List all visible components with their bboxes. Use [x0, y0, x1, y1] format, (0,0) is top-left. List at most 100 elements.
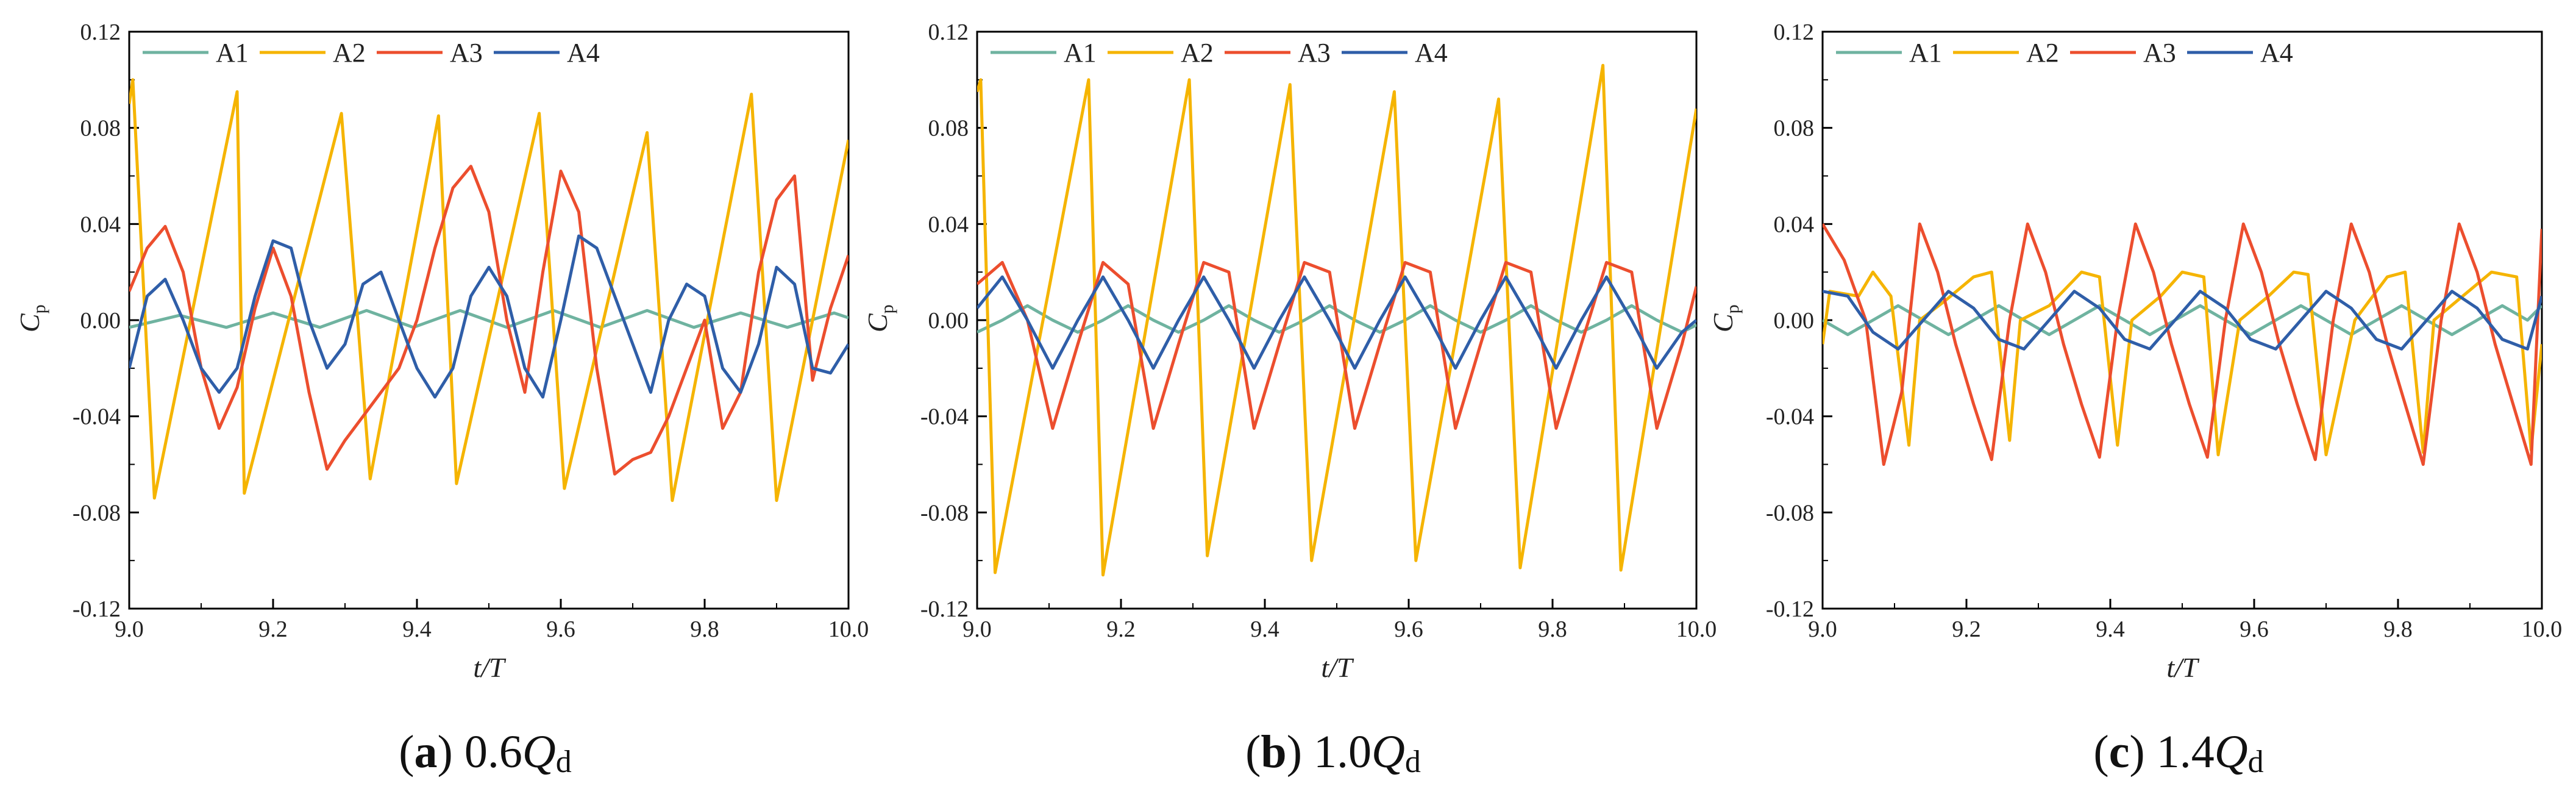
x-tick-label: 9.6 — [546, 617, 575, 642]
legend: A1 A2 A3 A4 — [143, 38, 600, 68]
y-tick-label: 0.00 — [80, 308, 121, 334]
panel-b: 9.0 9.2 9.4 9.6 9.8 10.0 0.12 0.08 0.04 0.00 -0.04… — [862, 20, 1717, 779]
legend-label-a4: A4 — [1415, 38, 1448, 68]
x-tick-label: 10.0 — [1676, 617, 1717, 642]
x-tick-label: 9.4 — [1250, 617, 1279, 642]
x-tick-label: 9.4 — [402, 617, 432, 642]
x-tick-label: 9.2 — [1952, 617, 1981, 642]
y-tick-label: 0.12 — [928, 20, 969, 45]
caption-symbol: Q — [1372, 726, 1405, 778]
series-line-a2 — [1823, 270, 2542, 457]
y-tick-label: 0.08 — [1774, 116, 1815, 141]
legend-label-a3: A3 — [450, 38, 483, 68]
y-axis-title-main: C — [1707, 313, 1738, 332]
legend-label-a2: A2 — [333, 38, 366, 68]
series-line-a4 — [977, 275, 1696, 370]
y-tick-label: -0.12 — [1766, 596, 1814, 622]
y-axis-title: Cp — [862, 304, 897, 332]
caption-value: 0.6 — [464, 726, 522, 778]
y-axis-title-main: C — [862, 313, 893, 332]
legend-label-a1: A1 — [216, 38, 249, 68]
y-tick-label: 0.12 — [1774, 20, 1815, 45]
caption-subscript: d — [556, 745, 572, 779]
x-tick-label: 10.0 — [2522, 617, 2563, 642]
x-tick-label: 9.8 — [1538, 617, 1567, 642]
legend-label-a4: A4 — [2260, 38, 2293, 68]
series-line-a3 — [1823, 222, 2542, 466]
caption-symbol: Q — [522, 726, 556, 778]
y-tick-label: -0.04 — [920, 404, 969, 430]
x-tick-label: 9.8 — [690, 617, 719, 642]
y-tick-label: 0.08 — [928, 116, 969, 141]
x-tick-label: 9.2 — [1106, 617, 1136, 642]
x-axis-title: t/T — [1321, 652, 1354, 683]
caption-subscript: d — [1405, 745, 1421, 779]
legend-label-a2: A2 — [1181, 38, 1214, 68]
y-axis-title-sub: p — [877, 304, 897, 313]
series-line-a2 — [129, 78, 849, 503]
x-axis-title: t/T — [2166, 652, 2200, 683]
x-tick-label: 10.0 — [828, 617, 869, 642]
series-line-a1 — [1823, 304, 2542, 337]
series-line-a1 — [129, 309, 849, 329]
series-line-a3 — [129, 165, 849, 476]
series-group — [1823, 222, 2542, 466]
y-axis-title: Cp — [14, 304, 49, 332]
y-tick-label: -0.08 — [73, 500, 121, 526]
x-tick-label: 9.6 — [2240, 617, 2269, 642]
series-group — [129, 78, 849, 503]
y-tick-label: 0.04 — [1774, 212, 1815, 237]
caption-open-paren: ( — [399, 726, 414, 778]
caption-value: 1.4 — [2157, 726, 2215, 778]
x-tick-label: 9.0 — [115, 617, 144, 642]
y-tick-label: -0.04 — [1766, 404, 1814, 430]
y-axis-title-main: C — [14, 313, 45, 332]
series-line-a4 — [129, 234, 849, 399]
panel-caption: (c) 1.4Qd — [2093, 726, 2263, 779]
x-tick-label: 9.4 — [2096, 617, 2125, 642]
panel-caption: (a) 0.6Qd — [399, 726, 572, 779]
legend-label-a3: A3 — [1298, 38, 1331, 68]
x-tick-label: 9.2 — [258, 617, 288, 642]
x-tick-label: 9.8 — [2383, 617, 2413, 642]
caption-open-paren: ( — [1245, 726, 1261, 778]
legend-label-a1: A1 — [1064, 38, 1097, 68]
y-tick-label: 0.04 — [928, 212, 969, 237]
series-line-a2 — [977, 63, 1696, 577]
legend: A1 A2 A3 A4 — [1836, 38, 2293, 68]
legend-label-a2: A2 — [2026, 38, 2059, 68]
y-tick-label: 0.12 — [80, 20, 121, 45]
panel-c: 9.0 9.2 9.4 9.6 9.8 10.0 0.12 0.08 0.04 0.00 -0.04… — [1707, 20, 2562, 779]
y-tick-label: 0.04 — [80, 212, 121, 237]
panel-a: 9.0 9.2 9.4 9.6 9.8 10.0 0.12 0.08 0.04 0.00 -0.04… — [14, 20, 869, 779]
x-tick-label: 9.0 — [962, 617, 992, 642]
y-tick-label: 0.00 — [1774, 308, 1815, 334]
legend: A1 A2 A3 A4 — [991, 38, 1448, 68]
series-line-a4 — [1823, 290, 2542, 351]
y-tick-label: -0.08 — [1766, 500, 1814, 526]
legend-label-a3: A3 — [2143, 38, 2176, 68]
y-tick-label: -0.08 — [920, 500, 969, 526]
y-tick-label: 0.00 — [928, 308, 969, 334]
y-axis-title: Cp — [1707, 304, 1743, 332]
caption-value: 1.0 — [1314, 726, 1372, 778]
y-tick-label: -0.12 — [73, 596, 121, 622]
legend-label-a1: A1 — [1909, 38, 1942, 68]
legend-label-a4: A4 — [567, 38, 600, 68]
x-tick-label: 9.0 — [1808, 617, 1837, 642]
caption-letter: c — [2109, 726, 2130, 778]
caption-open-paren: ( — [2093, 726, 2108, 778]
x-axis-title: t/T — [473, 652, 507, 683]
series-group — [977, 63, 1696, 577]
y-tick-label: -0.12 — [920, 596, 969, 622]
x-tick-label: 9.6 — [1394, 617, 1423, 642]
y-axis-title-sub: p — [29, 304, 49, 313]
caption-close-paren: ) — [1287, 726, 1314, 778]
caption-close-paren: ) — [438, 726, 464, 778]
y-tick-label: 0.08 — [80, 116, 121, 141]
panel-caption: (b) 1.0Qd — [1245, 726, 1421, 779]
y-tick-label: -0.04 — [73, 404, 121, 430]
caption-letter: b — [1261, 726, 1286, 778]
caption-close-paren: ) — [2129, 726, 2156, 778]
